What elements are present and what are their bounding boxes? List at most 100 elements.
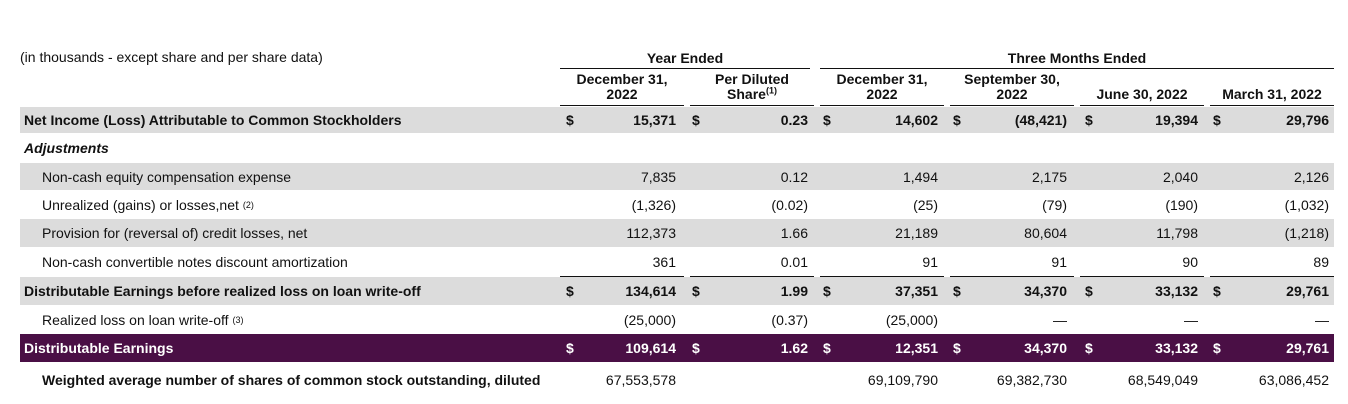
column-header-4: September 30, 2022 [950, 72, 1074, 102]
value-cell: 11,798 [1156, 225, 1198, 241]
column-header-line2: 2022 [606, 86, 638, 102]
column-header-rule [1210, 105, 1334, 106]
value-cell: 2,175 [1031, 168, 1067, 185]
column-header-line1: December 31, [576, 71, 668, 87]
value-cell: 0.12 [780, 168, 808, 185]
value-cell: — [1053, 311, 1067, 328]
footnote-marker: (1) [765, 85, 777, 96]
value-cell: 0.01 [780, 254, 808, 270]
currency-symbol: $ [1213, 112, 1221, 128]
column-header-rule [560, 105, 684, 106]
row-label: Weighted average number of shares of com… [42, 372, 541, 388]
value-cell: 361 [652, 254, 676, 270]
header-rule-quarter [820, 68, 1334, 69]
value-cell: 33,132 [1155, 340, 1198, 356]
value-cell: (1,218) [1284, 225, 1329, 241]
subtotal-rule [1210, 276, 1334, 277]
value-cell: 29,796 [1286, 112, 1329, 128]
column-header-3: December 31, 2022 [820, 72, 944, 102]
currency-symbol: $ [566, 112, 574, 128]
currency-symbol: $ [823, 340, 831, 356]
table-row: Non-cash equity compensation expense 7,83… [20, 163, 1334, 190]
currency-symbol: $ [953, 340, 961, 356]
value-cell: 2,126 [1293, 168, 1329, 185]
value-cell: 34,370 [1024, 340, 1067, 356]
value-cell: (25) [913, 196, 938, 213]
value-cell: 2,040 [1162, 168, 1198, 185]
table-row: Net Income (Loss) Attributable to Common… [20, 107, 1334, 133]
currency-symbol: $ [566, 283, 574, 299]
value-cell: 14,602 [895, 112, 938, 128]
table-row: Distributable Earnings before realized l… [20, 277, 1334, 305]
value-cell: 1.99 [780, 283, 808, 299]
header-rule-year [560, 68, 810, 69]
table-row: Provision for (reversal of) credit losse… [20, 219, 1334, 247]
column-header-line2: 2022 [996, 86, 1028, 102]
row-label: Provision for (reversal of) credit losse… [42, 225, 308, 241]
value-cell: 91 [1051, 254, 1067, 270]
value-cell: (25,000) [885, 311, 938, 328]
subtotal-rule [820, 276, 944, 277]
currency-symbol: $ [692, 112, 700, 128]
value-cell: 67,553,578 [605, 372, 676, 388]
value-cell: (0.02) [771, 196, 808, 213]
column-header-line1: December 31, [836, 71, 928, 87]
value-cell: (1,032) [1284, 196, 1329, 213]
value-cell: 21,189 [895, 225, 938, 241]
value-cell: 80,604 [1024, 225, 1067, 241]
table-row: Adjustments [20, 134, 1334, 162]
currency-symbol: $ [823, 112, 831, 128]
value-cell: 109,614 [625, 340, 676, 356]
row-label: Distributable Earnings [24, 340, 174, 356]
currency-symbol: $ [566, 340, 574, 356]
value-cell: 1,494 [902, 168, 938, 185]
value-cell: 91 [922, 254, 938, 270]
column-header-1: December 31, 2022 [560, 72, 684, 102]
value-cell: 134,614 [625, 283, 676, 299]
value-cell: 12,351 [895, 340, 938, 356]
value-cell: 37,351 [895, 283, 938, 299]
value-cell: 69,382,730 [996, 372, 1067, 388]
row-label: Non-cash convertible notes discount amor… [42, 254, 348, 270]
value-cell: 90 [1182, 254, 1198, 270]
value-cell: 29,761 [1286, 283, 1329, 299]
currency-symbol: $ [1085, 283, 1093, 299]
value-cell: 63,086,452 [1258, 372, 1329, 388]
currency-symbol: $ [953, 283, 961, 299]
column-header-line2: 2022 [866, 86, 898, 102]
value-cell: 19,394 [1155, 112, 1198, 128]
value-cell: 1.62 [780, 340, 808, 356]
table-row: Realized loss on loan write-off (3) (25,00… [20, 306, 1334, 333]
currency-symbol: $ [692, 283, 700, 299]
value-cell: 89 [1313, 254, 1329, 270]
column-header-rule [1080, 105, 1204, 106]
value-cell: 1.66 [780, 225, 808, 241]
value-cell: 7,835 [640, 168, 676, 185]
row-label: Net Income (Loss) Attributable to Common… [24, 112, 402, 128]
row-label: Unrealized (gains) or losses,net (2) [42, 196, 254, 213]
subtotal-rule [950, 276, 1074, 277]
table-row: Distributable Earnings $109,614 $1.62 $12,3… [20, 334, 1334, 362]
table-row: Non-cash convertible notes discount amor… [20, 248, 1334, 276]
column-header-rule [820, 105, 944, 106]
column-header-line1: March 31, 2022 [1222, 86, 1322, 102]
value-cell: 29,761 [1286, 340, 1329, 356]
column-header-6: March 31, 2022 [1210, 87, 1334, 102]
value-cell: 68,549,049 [1127, 372, 1198, 388]
value-cell: (0.37) [771, 311, 808, 328]
subtotal-rule [690, 276, 814, 277]
value-cell: 69,109,790 [867, 372, 938, 388]
value-cell: — [1315, 311, 1329, 328]
units-note: (in thousands - except share and per sha… [20, 49, 323, 65]
value-cell: — [1184, 311, 1198, 328]
column-header-rule [950, 105, 1074, 106]
table-row: Weighted average number of shares of com… [20, 365, 1334, 395]
row-label: Non-cash equity compensation expense [42, 168, 292, 185]
currency-symbol: $ [692, 340, 700, 356]
row-label: Realized loss on loan write-off (3) [42, 311, 244, 328]
value-cell: 0.23 [780, 112, 808, 128]
value-cell: 34,370 [1024, 283, 1067, 299]
currency-symbol: $ [1213, 283, 1221, 299]
row-label: Distributable Earnings before realized l… [24, 283, 421, 299]
value-cell: (48,421) [1014, 112, 1067, 128]
